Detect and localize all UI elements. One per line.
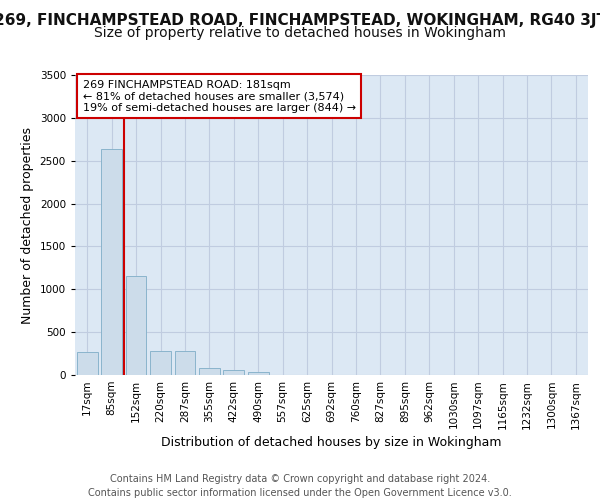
Bar: [77, 352, 98, 375]
Bar: [248, 372, 269, 375]
Text: Contains HM Land Registry data © Crown copyright and database right 2024.
Contai: Contains HM Land Registry data © Crown c…: [88, 474, 512, 498]
Bar: [199, 368, 220, 375]
Text: 269 FINCHAMPSTEAD ROAD: 181sqm
← 81% of detached houses are smaller (3,574)
19% : 269 FINCHAMPSTEAD ROAD: 181sqm ← 81% of …: [83, 80, 356, 112]
Text: Size of property relative to detached houses in Wokingham: Size of property relative to detached ho…: [94, 26, 506, 40]
Bar: [175, 351, 196, 375]
Bar: [101, 148, 122, 375]
X-axis label: Distribution of detached houses by size in Wokingham: Distribution of detached houses by size …: [161, 436, 502, 448]
Y-axis label: Number of detached properties: Number of detached properties: [21, 126, 34, 324]
Text: 269, FINCHAMPSTEAD ROAD, FINCHAMPSTEAD, WOKINGHAM, RG40 3JT: 269, FINCHAMPSTEAD ROAD, FINCHAMPSTEAD, …: [0, 12, 600, 28]
Bar: [223, 370, 244, 375]
Bar: [150, 351, 171, 375]
Bar: [125, 276, 146, 375]
